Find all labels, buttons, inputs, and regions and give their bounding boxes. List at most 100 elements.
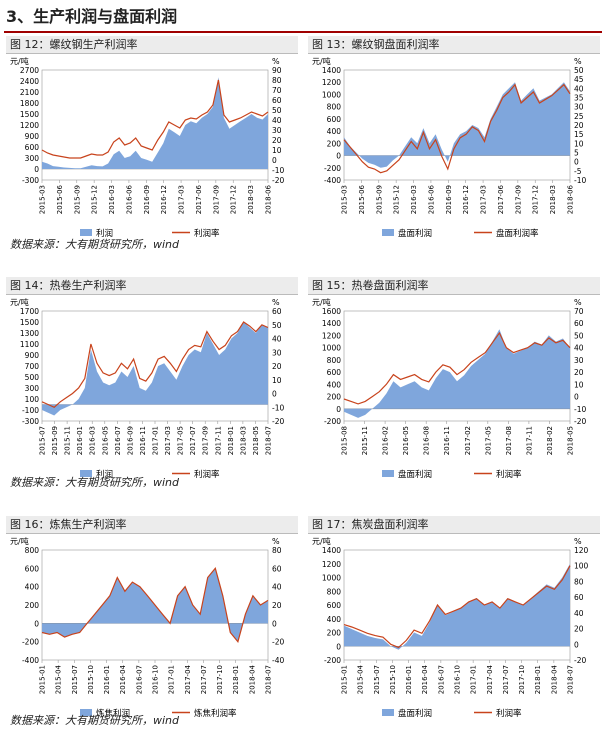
right-axis-unit: % — [272, 57, 280, 66]
legend-area-label: 盘面利润 — [398, 228, 432, 239]
x-tick-label: 2018-06 — [567, 184, 575, 214]
x-tick-label: 2016-09 — [445, 185, 453, 214]
x-tick-label: 2016-06 — [427, 184, 435, 214]
x-tick-label: 2018-05 — [252, 426, 260, 455]
right-tick-label: 20 — [574, 368, 584, 377]
left-tick-label: 400 — [327, 380, 342, 389]
right-tick-label: 10 — [272, 146, 282, 155]
x-tick-label: 2016-10 — [454, 665, 462, 694]
right-tick-label: 20 — [574, 121, 584, 130]
x-tick-label: 2017-04 — [486, 664, 494, 694]
right-tick-label: 70 — [272, 86, 282, 95]
x-tick-label: 2015-11 — [361, 426, 369, 455]
x-tick-label: 2017-05 — [484, 426, 492, 455]
x-tick-label: 2015-09 — [375, 185, 383, 214]
right-tick-label: -20 — [574, 417, 586, 426]
left-tick-label: 800 — [25, 546, 40, 555]
x-tick-label: 2017-01 — [152, 426, 160, 455]
right-tick-label: -20 — [272, 638, 284, 647]
x-tick-label: 2015-07 — [373, 665, 381, 694]
line-series — [41, 321, 269, 409]
source-note: 数据来源：大有期货研究所，wind — [10, 714, 180, 727]
area-series — [344, 563, 570, 650]
left-tick-label: 700 — [25, 362, 40, 371]
right-tick-label: 20 — [272, 362, 282, 371]
x-tick-label: 2018-05 — [567, 426, 575, 455]
x-tick-label: 2015-07 — [71, 665, 79, 694]
left-tick-label: 1000 — [322, 90, 341, 99]
left-tick-label: 1500 — [20, 318, 39, 327]
left-tick-label: 1500 — [20, 110, 39, 119]
x-tick-label: 2016-03 — [410, 185, 418, 214]
right-tick-label: 5 — [574, 149, 579, 158]
legend-area-swatch — [382, 229, 394, 236]
right-tick-label: 0 — [574, 158, 579, 167]
x-tick-label: 2017-08 — [505, 426, 513, 455]
x-tick-label: 2017-01 — [168, 665, 176, 694]
x-tick-label: 2015-03 — [341, 185, 349, 214]
x-tick-label: 2016-01 — [103, 665, 111, 694]
x-tick-label: 2016-08 — [423, 426, 431, 455]
left-tick-label: 1400 — [322, 546, 341, 555]
x-tick-label: 2016-03 — [89, 426, 97, 455]
x-tick-label: 2017-03 — [178, 185, 186, 214]
x-tick-label: 2017-06 — [195, 184, 203, 214]
x-tick-label: 2017-07 — [502, 665, 510, 694]
left-tick-label: 200 — [25, 601, 40, 610]
x-tick-label: 2016-10 — [152, 665, 160, 694]
x-tick-label: 2016-03 — [108, 185, 116, 214]
right-tick-label: 0 — [272, 619, 277, 628]
left-tick-label: -200 — [324, 417, 341, 426]
left-tick-label: -400 — [324, 176, 341, 185]
right-tick-label: 80 — [272, 546, 282, 555]
chart-fig13: 元/吨 %1400120010008006004002000-200-400504… — [312, 56, 586, 239]
right-tick-label: -10 — [574, 405, 586, 414]
left-axis-unit: 元/吨 — [312, 56, 331, 66]
x-tick-label: 2018-06 — [265, 184, 273, 214]
right-tick-label: 50 — [574, 66, 584, 75]
right-tick-label: 100 — [574, 562, 589, 571]
panel-fig13: 图 13：螺纹钢盘面利润率 元/吨% 1400 1200 1000 800 600 400 2… — [308, 36, 600, 242]
panel-fig14: 图 14：热卷生产利润率 元/吨% 1700 1500 1300 1100 900 700 5… — [6, 277, 298, 483]
right-tick-label: 40 — [574, 84, 584, 93]
right-tick-label: 10 — [574, 139, 584, 148]
left-tick-label: 800 — [327, 103, 342, 112]
right-tick-label: 25 — [574, 112, 584, 121]
right-tick-label: 0 — [574, 640, 579, 649]
legend-line-label: 利润率 — [194, 469, 220, 480]
right-axis-unit: % — [272, 537, 280, 546]
right-tick-label: 35 — [574, 94, 584, 103]
section-title: 3、生产利润与盘面利润 — [6, 7, 178, 26]
legend-area-swatch — [382, 470, 394, 477]
left-tick-label: 600 — [25, 564, 40, 573]
right-tick-label: 0 — [272, 390, 277, 399]
x-tick-label: 2015-04 — [357, 664, 365, 694]
left-tick-label: 0 — [34, 619, 39, 628]
legend-area-swatch — [80, 709, 92, 716]
left-tick-label: 200 — [327, 629, 342, 638]
x-tick-label: 2017-04 — [184, 664, 192, 694]
right-tick-label: -10 — [574, 176, 586, 185]
x-tick-label: 2015-06 — [56, 184, 64, 214]
chart-caption: 图 14：热卷生产利润率 — [6, 277, 298, 295]
chart-caption: 图 13：螺纹钢盘面利润率 — [308, 36, 600, 54]
left-tick-label: 200 — [327, 139, 342, 148]
x-tick-label: 2017-11 — [214, 426, 222, 455]
left-tick-label: -100 — [22, 406, 39, 415]
x-tick-label: 2018-01 — [227, 426, 235, 455]
left-tick-label: 400 — [327, 127, 342, 136]
legend-area-swatch — [382, 709, 394, 716]
left-tick-label: 0 — [34, 165, 39, 174]
x-tick-label: 2015-09 — [51, 426, 59, 455]
right-tick-label: -10 — [272, 166, 284, 175]
left-tick-label: -200 — [22, 638, 39, 647]
left-tick-label: 0 — [336, 642, 341, 651]
right-axis-unit: % — [574, 298, 582, 307]
left-tick-label: -300 — [22, 176, 39, 185]
left-axis-unit: 元/吨 — [10, 56, 29, 66]
x-tick-label: 2015-01 — [341, 665, 349, 694]
chart-fig15: 元/吨 %16001400120010008006004002000-200706… — [312, 297, 586, 480]
chart-caption: 图 15：热卷盘面利润率 — [308, 277, 600, 295]
left-tick-label: 1300 — [20, 329, 39, 338]
area-series — [42, 322, 268, 416]
